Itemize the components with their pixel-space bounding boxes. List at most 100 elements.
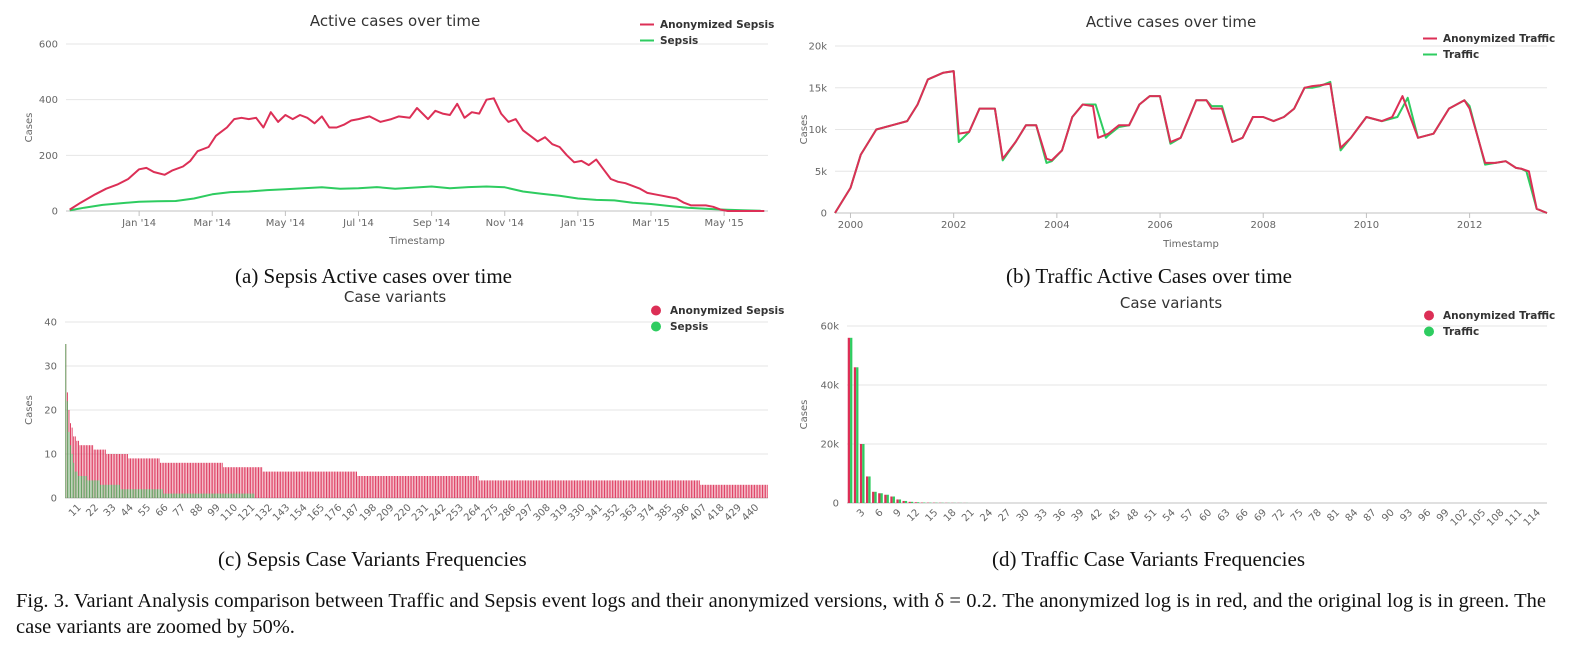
- bar-anonymized: [310, 471, 312, 498]
- legend-swatch: [651, 321, 661, 332]
- bar-anonymized: [280, 471, 282, 498]
- bar-anonymized: [641, 480, 643, 498]
- bar-anonymized: [171, 462, 173, 498]
- bar-anonymized: [212, 462, 214, 498]
- bar-anonymized: [101, 449, 103, 498]
- bar-anonymized: [495, 480, 496, 498]
- bar-anonymized: [365, 476, 367, 498]
- bar-anonymized: [537, 480, 539, 498]
- bar-anonymized: [706, 484, 708, 498]
- bar-anonymized: [390, 476, 392, 498]
- bar-anonymized: [278, 471, 280, 498]
- figure-caption: Fig. 3. Variant Analysis comparison betw…: [16, 590, 1546, 638]
- bar-anonymized: [291, 471, 293, 498]
- bar-anonymized: [126, 454, 128, 498]
- bar-anonymized: [281, 471, 283, 498]
- bar-anonymized: [722, 484, 724, 498]
- bar-anonymized: [547, 480, 549, 498]
- bar-original: [76, 471, 78, 498]
- bar-original: [253, 493, 255, 498]
- bar-anonymized: [367, 476, 368, 498]
- bar-anonymized: [330, 471, 332, 498]
- legend-label: Anonymized Traffic: [1443, 33, 1555, 45]
- bar-original: [120, 489, 122, 498]
- x-tick-label: 63: [1216, 507, 1233, 524]
- bar-anonymized: [179, 462, 180, 498]
- bar-anonymized: [512, 480, 514, 498]
- bar-anonymized: [471, 476, 473, 498]
- bar-anonymized: [611, 480, 613, 498]
- bar-original: [133, 489, 135, 498]
- bar-original: [122, 489, 124, 498]
- bar-anonymized: [393, 476, 395, 498]
- bar-anonymized: [395, 476, 397, 498]
- bar-anonymized: [510, 480, 512, 498]
- y-tick-label: 600: [39, 40, 58, 51]
- bar-anonymized: [679, 480, 681, 498]
- bar-original: [210, 493, 212, 498]
- bar-anonymized: [81, 445, 83, 498]
- bar-anonymized: [107, 454, 109, 498]
- bar-anonymized: [363, 476, 365, 498]
- bar-original: [194, 493, 196, 498]
- bar-original: [134, 489, 136, 498]
- bar-anonymized: [193, 462, 195, 498]
- x-tick-label: 105: [1467, 507, 1488, 528]
- bar-anonymized: [348, 471, 350, 498]
- bar-anonymized: [572, 480, 574, 498]
- bar-anonymized: [766, 484, 768, 498]
- y-tick-label: 20: [44, 406, 57, 417]
- x-tick-label: 209: [375, 502, 396, 523]
- x-tick-label: 396: [671, 502, 692, 523]
- legend-label: Traffic: [1443, 49, 1479, 61]
- bar-anonymized: [482, 480, 484, 498]
- bar-anonymized: [488, 480, 490, 498]
- bar-anonymized: [567, 480, 569, 498]
- x-tick-label: 176: [323, 502, 344, 523]
- bar-original: [93, 480, 95, 498]
- x-tick-label: 319: [549, 502, 570, 523]
- bar-anonymized: [750, 484, 752, 498]
- x-tick-label: May '14: [266, 218, 305, 229]
- bar-anonymized: [544, 480, 545, 498]
- bar-anonymized: [303, 471, 305, 498]
- bar-anonymized: [714, 484, 716, 498]
- bar-anonymized: [477, 476, 479, 498]
- bar-anonymized: [311, 471, 313, 498]
- bar-anonymized: [202, 462, 204, 498]
- x-tick-label: 143: [271, 502, 292, 523]
- x-tick-label: Mar '14: [193, 218, 231, 229]
- bar-anonymized: [382, 476, 384, 498]
- bar-anonymized: [182, 462, 184, 498]
- bar-anonymized: [627, 480, 629, 498]
- bar-anonymized: [558, 480, 560, 498]
- bar-anonymized: [305, 471, 307, 498]
- bar-anonymized: [428, 476, 430, 498]
- bar-anonymized: [592, 480, 594, 498]
- x-tick-label: 2000: [838, 220, 863, 231]
- bar-anonymized: [406, 476, 408, 498]
- bar-anonymized: [504, 480, 506, 498]
- bar-anonymized: [122, 454, 124, 498]
- bar-anonymized: [637, 480, 639, 498]
- legend-label: Sepsis: [660, 35, 698, 47]
- bar-anonymized: [758, 484, 760, 498]
- bar-anonymized: [441, 476, 443, 498]
- bar-anonymized: [289, 471, 291, 498]
- bar-anonymized: [646, 480, 648, 498]
- bar-anonymized: [618, 480, 620, 498]
- bar-original: [185, 493, 187, 498]
- bar-anonymized: [730, 484, 732, 498]
- chart-title: Active cases over time: [310, 12, 480, 30]
- bar-anonymized: [267, 471, 269, 498]
- bar-anonymized: [277, 471, 278, 498]
- chart-panel-a: Active cases over time 0 200 400 600 Cases Tim…: [20, 8, 775, 253]
- bar-anonymized: [404, 476, 406, 498]
- bar-original: [239, 493, 241, 498]
- bar-original: [90, 480, 92, 498]
- bar-original: [220, 493, 222, 498]
- bar-anonymized: [657, 480, 659, 498]
- x-tick-label: 87: [1362, 507, 1379, 524]
- bar-anonymized: [671, 480, 673, 498]
- bar-anonymized: [354, 471, 356, 498]
